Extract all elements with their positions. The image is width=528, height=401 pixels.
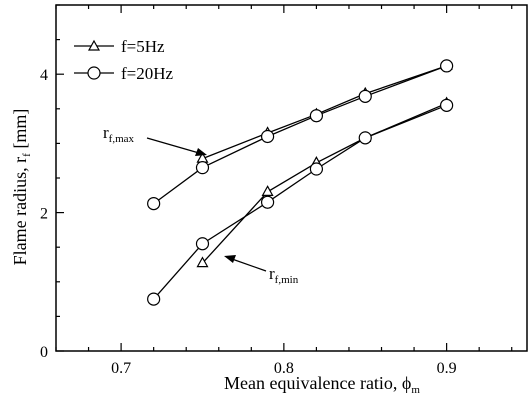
circle-data-point bbox=[358, 89, 372, 103]
arrow-line bbox=[146, 137, 200, 154]
x-tick-label: 0.9 bbox=[437, 360, 457, 377]
series-f5hz-rfmin bbox=[196, 96, 453, 268]
series-group bbox=[147, 59, 454, 306]
series-line bbox=[153, 65, 447, 205]
legend: f=5Hz f=20Hz bbox=[74, 37, 174, 83]
circle-data-point bbox=[260, 129, 275, 144]
series-f20hz-rfmax bbox=[147, 59, 454, 211]
axis-ticks bbox=[55, 4, 513, 352]
series-f20hz-rfmin bbox=[147, 98, 454, 306]
annotation-rf-min-label: rf,min bbox=[269, 264, 299, 286]
y-tick-label: 4 bbox=[40, 67, 48, 84]
legend-label-5hz: f=5Hz bbox=[121, 37, 165, 56]
x-tick-label: 0.7 bbox=[111, 360, 131, 377]
circle-data-point bbox=[358, 131, 372, 145]
circle-data-point bbox=[195, 161, 210, 175]
triangle-data-point bbox=[196, 256, 209, 268]
y-tick-label: 2 bbox=[40, 206, 48, 223]
y-axis-label: Flame radius, rf [mm] bbox=[10, 109, 33, 266]
series-f5hz-rfmax bbox=[196, 59, 453, 163]
arrow-head-icon bbox=[224, 255, 236, 263]
circle-marker-icon bbox=[87, 66, 101, 80]
arrow-line bbox=[231, 258, 267, 272]
legend-label-20hz: f=20Hz bbox=[121, 64, 174, 83]
circle-data-point bbox=[309, 162, 324, 176]
annotation-rf-min: rf,min bbox=[224, 255, 299, 286]
circle-data-point bbox=[440, 59, 454, 73]
circle-data-point bbox=[440, 98, 454, 112]
series-line bbox=[202, 102, 447, 264]
series-line bbox=[153, 104, 447, 300]
triangle-marker-icon bbox=[87, 39, 101, 51]
triangle-data-point bbox=[261, 185, 274, 196]
annotation-rf-max: rf,max bbox=[103, 123, 207, 156]
arrow-head-icon bbox=[195, 148, 207, 156]
circle-data-point bbox=[147, 292, 161, 306]
x-axis-label: Mean equivalence ratio, ϕm bbox=[224, 373, 420, 396]
tick-labels: 0.7 0.8 0.9 0 2 4 bbox=[40, 67, 457, 377]
circle-data-point bbox=[260, 195, 275, 209]
circle-data-point bbox=[195, 237, 210, 251]
annotation-rf-max-label: rf,max bbox=[103, 123, 135, 145]
x-tick-label: 0.8 bbox=[274, 360, 294, 377]
circle-data-point bbox=[309, 109, 324, 123]
circle-data-point bbox=[147, 197, 161, 211]
y-tick-label: 0 bbox=[40, 344, 48, 361]
